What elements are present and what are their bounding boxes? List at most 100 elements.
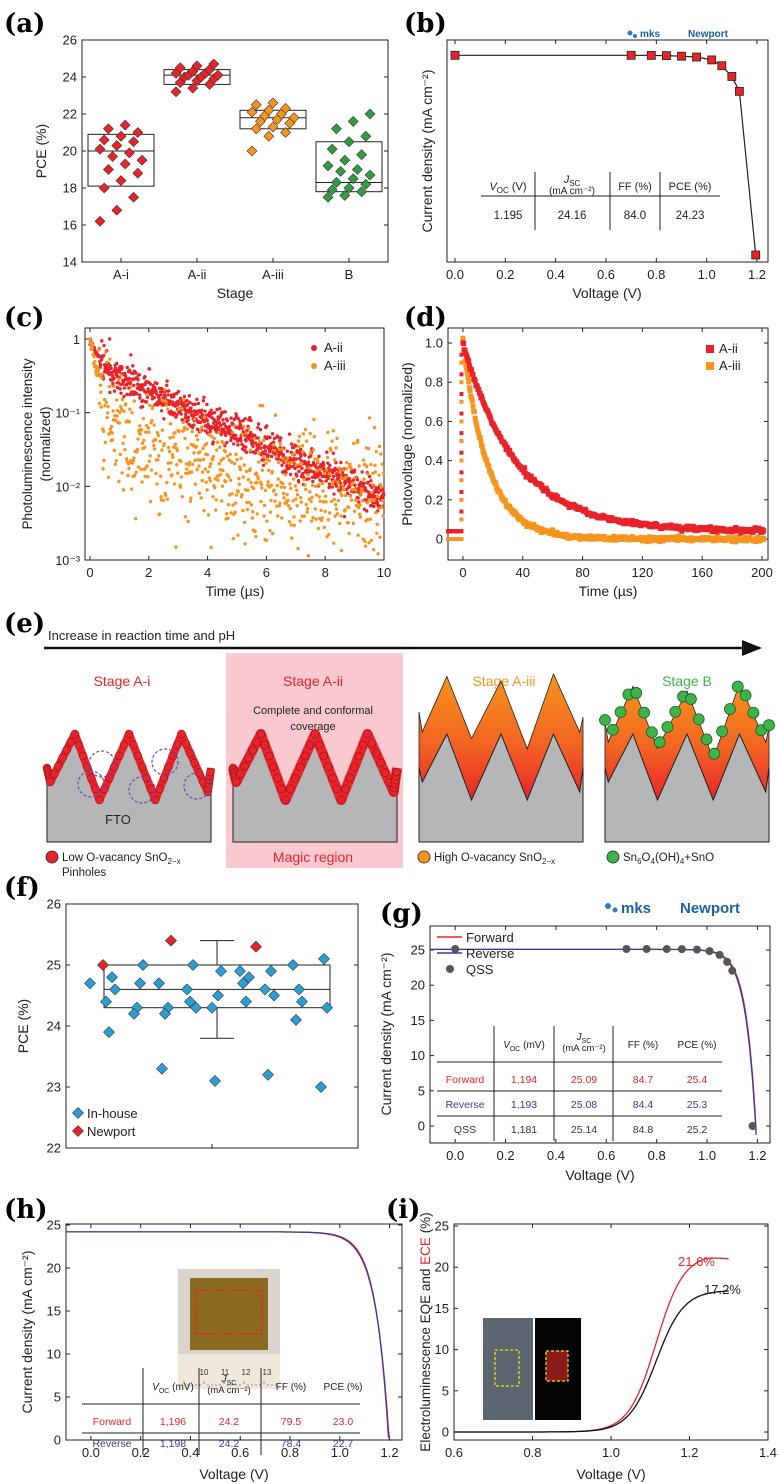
qss-point [642, 945, 651, 954]
data-point [278, 442, 283, 446]
data-point [222, 422, 226, 426]
data-point [303, 453, 307, 457]
data-point [280, 463, 284, 467]
data-point [110, 424, 114, 429]
data-point [357, 500, 361, 504]
data-point [361, 498, 365, 503]
data-point [459, 478, 464, 483]
y-tick-label: 10⁻² [55, 480, 80, 494]
data-point [217, 430, 221, 434]
sno2-particle [305, 740, 315, 750]
data-point [343, 136, 355, 148]
data-point [344, 467, 349, 471]
pinhole-circle [128, 776, 156, 804]
data-point [299, 495, 303, 500]
data-point [317, 495, 322, 499]
data-point [369, 538, 374, 543]
data-point [166, 461, 170, 465]
data-point [250, 940, 262, 953]
data-point [479, 444, 485, 450]
data-point [134, 470, 138, 474]
data-point [183, 515, 188, 519]
legend-marker-low-ovacancy [45, 850, 59, 864]
data-point [646, 50, 656, 60]
data-point [381, 471, 386, 475]
data-point [356, 533, 360, 537]
qss-point [692, 945, 701, 954]
data-point [137, 959, 149, 971]
data-point [211, 454, 216, 459]
pinhole-circle [77, 770, 105, 798]
sno2-particle [164, 762, 173, 772]
newport-logo-text: Newport [688, 29, 729, 40]
data-point [209, 408, 213, 412]
y-tick-label: 0 [418, 1119, 425, 1134]
sno2-particle [159, 773, 169, 783]
data-point [132, 456, 136, 460]
fto-label: FTO [105, 812, 131, 827]
data-point [370, 490, 374, 494]
sno2-particle [328, 773, 337, 783]
sno2-particle [133, 751, 142, 761]
data-point [154, 471, 158, 476]
data-point [380, 462, 384, 466]
data-point [171, 455, 175, 459]
data-point [347, 173, 359, 185]
data-point [734, 86, 744, 96]
data-point [246, 477, 251, 482]
data-point [330, 483, 335, 487]
data-point [208, 465, 212, 469]
data-point [259, 482, 264, 487]
data-point [289, 442, 294, 446]
data-point [293, 983, 305, 996]
data-point [475, 428, 481, 434]
y-tick-label: 26 [63, 33, 77, 48]
data-point [287, 432, 292, 436]
data-point [118, 410, 122, 415]
data-point [152, 395, 157, 400]
y-tick-label: 0.6 [425, 414, 443, 429]
data-point [187, 460, 192, 465]
data-point [332, 492, 336, 496]
data-point [181, 420, 185, 425]
data-point [238, 467, 243, 472]
table-cell: 24.16 [558, 210, 587, 222]
data-point [195, 427, 200, 431]
data-point [120, 366, 124, 370]
x-tick-label: 0.0 [82, 1445, 100, 1460]
sno2-particle [177, 729, 186, 739]
data-point [112, 389, 117, 393]
data-point [170, 400, 175, 404]
data-point [162, 417, 166, 421]
table-header: (mA cm⁻²) [562, 1043, 606, 1054]
data-point [222, 441, 226, 445]
data-point [339, 548, 344, 553]
x-tick-label: 0.4 [181, 1445, 199, 1460]
y-tick-label: 5 [54, 1390, 61, 1405]
legend-marker-high-ovacancy [417, 850, 431, 864]
data-point [225, 454, 230, 458]
data-point [314, 484, 318, 488]
table-cell: 84.8 [633, 1124, 654, 1136]
data-point [472, 415, 478, 421]
data-point [507, 447, 513, 453]
sno2-particle [146, 784, 156, 794]
sn6o4-particle [685, 693, 697, 705]
data-point [528, 473, 534, 479]
data-point [307, 465, 311, 470]
data-point [94, 143, 106, 155]
data-point [376, 552, 380, 556]
legend-label: Newport [87, 1124, 136, 1139]
data-point [185, 399, 189, 403]
sno2-particle [268, 762, 278, 772]
data-point [543, 485, 549, 491]
data-point [327, 485, 331, 490]
data-point [260, 486, 264, 490]
data-point [466, 358, 472, 364]
data-point [268, 529, 272, 533]
y-tick-label: 25 [411, 943, 425, 958]
data-point [265, 519, 269, 523]
table-cell: 1,181 [511, 1124, 537, 1136]
data-point [261, 438, 266, 443]
data-point [249, 503, 254, 507]
